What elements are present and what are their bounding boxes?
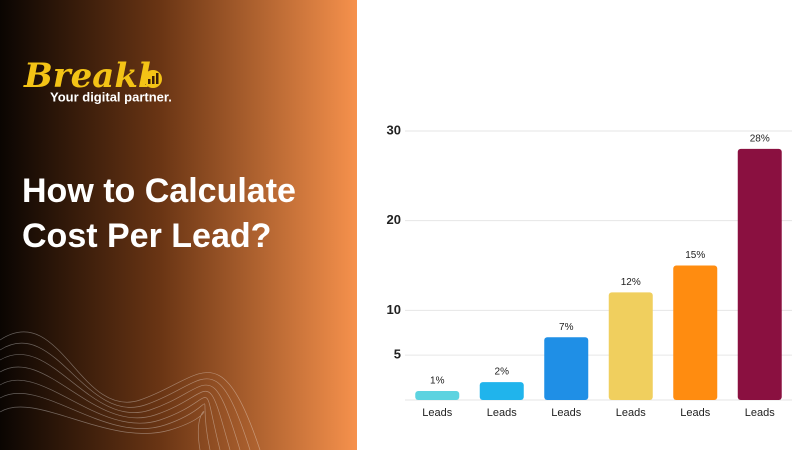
headline-line: Cost Per Lead?: [22, 217, 271, 255]
chart: 5 10 20 30 Leads 1% Leads 2% Leads 7% Leads 12% Lead…: [387, 122, 792, 419]
x-tick-label: Leads: [616, 407, 646, 419]
value-label: 12%: [621, 277, 641, 288]
value-label: 15%: [685, 250, 705, 261]
value-label: 1%: [430, 376, 445, 387]
bar: [479, 382, 524, 400]
brand-name: Breakl: [23, 56, 151, 96]
brand-tagline: Your digital partner.: [50, 89, 172, 104]
y-tick-label: 30: [387, 122, 401, 137]
value-label: 2%: [495, 367, 510, 378]
bar: [737, 148, 782, 400]
bar: [544, 337, 589, 400]
headline-line: How to Calculate: [22, 172, 296, 210]
bar: [673, 265, 718, 400]
brand-icon: [144, 70, 162, 88]
left-panel: [0, 0, 357, 450]
bar: [608, 292, 653, 400]
value-label: 28%: [750, 134, 770, 145]
x-tick-label: Leads: [745, 407, 775, 419]
x-tick-label: Leads: [680, 407, 710, 419]
y-tick-label: 5: [394, 347, 401, 362]
y-tick-label: 10: [387, 302, 401, 317]
value-label: 7%: [559, 322, 574, 333]
x-tick-label: Leads: [422, 407, 452, 419]
bar: [415, 391, 460, 400]
x-tick-label: Leads: [551, 407, 581, 419]
x-tick-label: Leads: [487, 407, 517, 419]
wave-decoration: [0, 331, 261, 450]
y-tick-label: 20: [387, 212, 401, 227]
